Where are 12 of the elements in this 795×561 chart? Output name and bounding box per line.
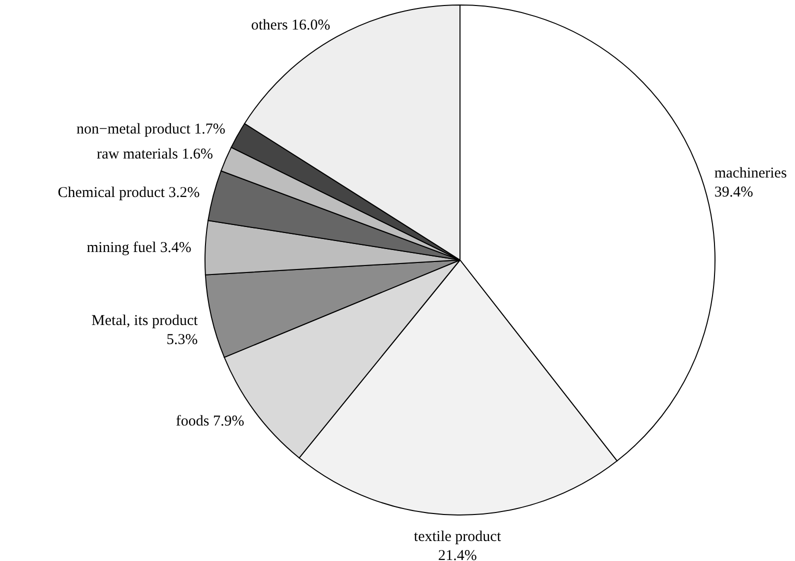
slice-label: Metal, its product <box>92 312 199 329</box>
slice-label: machineries <box>714 165 787 182</box>
slice-label: mining fuel 3.4% <box>86 240 192 256</box>
slice-label: non−metal product 1.7% <box>76 121 226 138</box>
slice-label: Chemical product 3.2% <box>58 184 200 201</box>
slice-label: raw materials 1.6% <box>96 146 213 162</box>
data-label: 39.4% <box>714 184 754 200</box>
slice-label: textile product <box>414 528 502 545</box>
data-label: 21.4% <box>438 548 477 561</box>
slice-label: others 16.0% <box>251 17 330 34</box>
data-label: 5.3% <box>166 332 198 348</box>
slice-label: foods 7.9% <box>176 414 244 430</box>
